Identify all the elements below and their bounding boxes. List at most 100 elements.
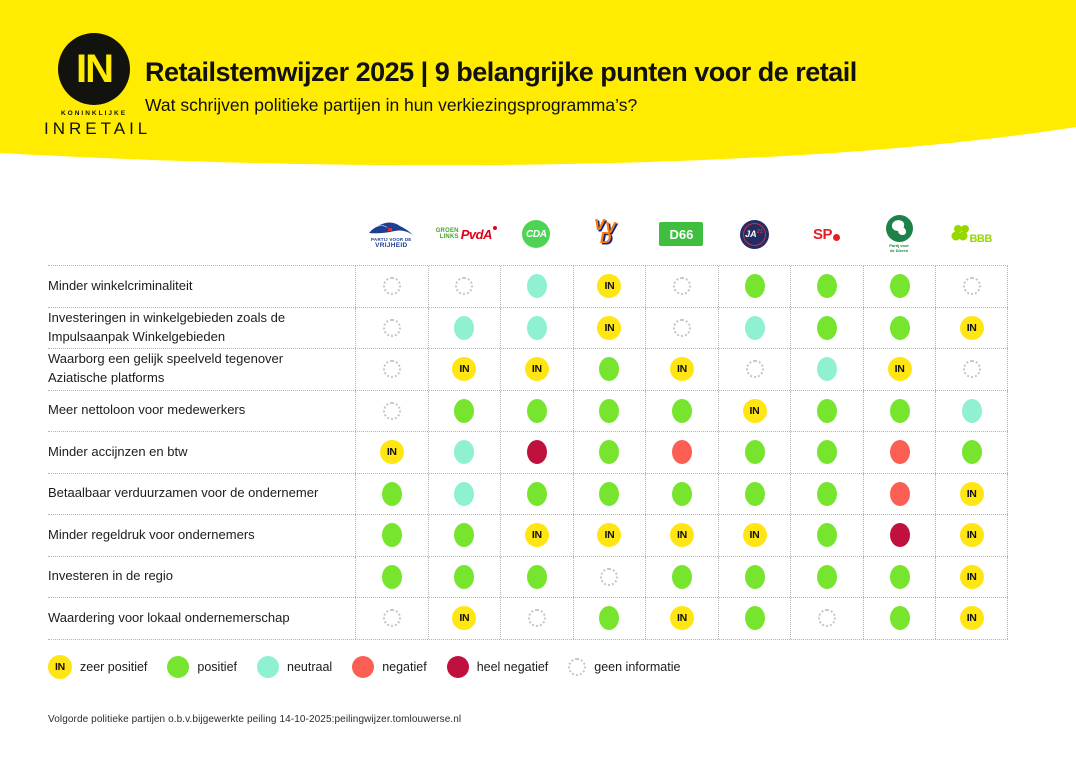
bbb-logo-icon: BBB — [951, 223, 992, 245]
rating-cell: IN — [355, 432, 428, 473]
pvv-bird-icon — [369, 222, 414, 235]
rating-negatief-dot — [889, 440, 910, 465]
rating-cell: IN — [717, 390, 791, 431]
rating-geen-informatie-dot — [672, 277, 691, 296]
rating-neutraal-dot — [526, 315, 547, 340]
topic-label: Minder winkelcriminaliteit — [48, 277, 193, 293]
topic-row: Minder winkelcriminaliteit IN — [48, 265, 1008, 308]
rating-positief-dot — [454, 523, 475, 548]
rating-zeer-positief-dot: IN — [524, 357, 549, 382]
topic-label: Waarborg een gelijk speelveld tegenover … — [48, 351, 284, 386]
party-logo-pvdd: Partij voor de Dieren — [863, 208, 936, 260]
legend-item-geen-informatie: geen informatie — [568, 658, 680, 676]
rating-zeer-positief-dot: IN — [669, 357, 694, 382]
rating-positief-dot — [381, 523, 402, 548]
rating-positief-dot — [526, 481, 547, 506]
rating-cell: IN — [500, 349, 573, 390]
topic-label: Investeringen in winkelgebieden zoals de… — [48, 309, 286, 344]
rating-zeer-positief-dot: IN — [742, 523, 767, 548]
rating-zeer-positief-dot: IN — [959, 606, 984, 631]
rating-positief-dot — [744, 481, 765, 506]
pvdd-label: Partij voor de Dieren — [889, 242, 909, 253]
rating-cell: IN — [427, 349, 501, 390]
rating-cell: IN — [935, 307, 1008, 348]
rating-positief-dot — [671, 398, 692, 423]
rating-geen-informatie-dot — [382, 609, 401, 628]
rating-cell — [790, 473, 863, 514]
party-logos-row: PARTIJ VOOR DE VRIJHEID GROEN LINKS PvdA… — [355, 208, 1008, 260]
rating-geen-informatie-dot — [818, 609, 837, 628]
rating-cell: IN — [935, 473, 1008, 514]
rating-cell — [645, 390, 718, 431]
rating-positief-dot — [671, 564, 692, 589]
sp-tomato-icon — [833, 233, 841, 241]
rating-zeer-positief-dot: IN — [887, 357, 912, 382]
rating-neutraal-dot — [817, 357, 838, 382]
rating-cell — [645, 473, 718, 514]
rating-positief-dot — [526, 398, 547, 423]
rating-cell — [645, 307, 718, 348]
banner-shape — [0, 0, 1076, 166]
rating-geen-informatie-dot — [382, 401, 401, 420]
legend-item-negatief: negatief — [352, 656, 427, 678]
rating-positief-dot — [889, 606, 910, 631]
rating-cell — [862, 515, 936, 556]
topic-label: Investeren in de regio — [48, 568, 174, 584]
rating-cell: IN — [935, 598, 1008, 639]
rating-cell: IN — [935, 515, 1008, 556]
rating-cell: IN — [645, 598, 718, 639]
rating-cell — [572, 390, 646, 431]
rating-positief-dot — [889, 398, 910, 423]
rating-cell — [717, 432, 791, 473]
rating-cell — [355, 556, 428, 597]
rating-zeer-positief-dot: IN — [669, 523, 694, 548]
rating-cell — [355, 349, 428, 390]
rating-cell — [645, 266, 718, 307]
rating-cell — [935, 349, 1008, 390]
rating-zeer-positief-dot: IN — [597, 523, 622, 548]
rating-zeer-positief-dot: IN — [959, 523, 984, 548]
rating-zeer-positief-dot: IN — [959, 481, 984, 506]
legend-label: zeer positief — [80, 660, 148, 674]
pvda-text: PvdA — [461, 225, 497, 242]
rating-cell — [790, 556, 863, 597]
rating-cell — [862, 556, 936, 597]
rating-cell — [427, 390, 501, 431]
rating-cell: IN — [935, 556, 1008, 597]
rating-positief-dot — [599, 440, 620, 465]
legend-label: neutraal — [287, 660, 333, 674]
legend-negatief-dot — [352, 656, 375, 678]
topic-row: Meer nettoloon voor medewerkers IN — [48, 390, 1008, 432]
legend-heel-negatief-dot — [446, 656, 469, 678]
groen-text: GROEN — [435, 228, 459, 234]
rating-cell — [717, 556, 791, 597]
rating-neutraal-dot — [454, 315, 475, 340]
rating-cell — [427, 473, 501, 514]
topic-label: Betaalbaar verduurzamen voor de ondernem… — [48, 485, 319, 501]
rating-negatief-dot — [671, 440, 692, 465]
legend-item-heel-negatief: heel negatief — [446, 656, 548, 678]
topic-row: Minder accijnzen en btw IN — [48, 432, 1008, 474]
legend-item-zeer-positief: IN zeer positief — [48, 655, 147, 679]
rating-cell — [572, 598, 646, 639]
rating-positief-dot — [599, 398, 620, 423]
rating-heel-negatief-dot — [526, 440, 547, 465]
rating-cell: IN — [862, 349, 936, 390]
ja21-circle-icon: JA21 — [739, 219, 769, 249]
rating-cell: IN — [645, 515, 718, 556]
rating-cell — [935, 390, 1008, 431]
party-logo-d66: D66 — [645, 208, 718, 260]
rating-cell — [355, 307, 428, 348]
rating-cell: IN — [500, 515, 573, 556]
rating-neutraal-dot — [454, 440, 475, 465]
rating-cell — [862, 598, 936, 639]
rating-cell — [790, 432, 863, 473]
rating-cell — [355, 515, 428, 556]
party-logo-bbb: BBB — [935, 208, 1008, 260]
rating-cell — [500, 473, 573, 514]
rating-cell: IN — [427, 598, 501, 639]
rating-cell — [500, 266, 573, 307]
topic-label: Meer nettoloon voor medewerkers — [48, 402, 246, 418]
legend-neutraal-dot — [257, 656, 280, 678]
sp-wordmark-icon: SP — [813, 226, 841, 243]
